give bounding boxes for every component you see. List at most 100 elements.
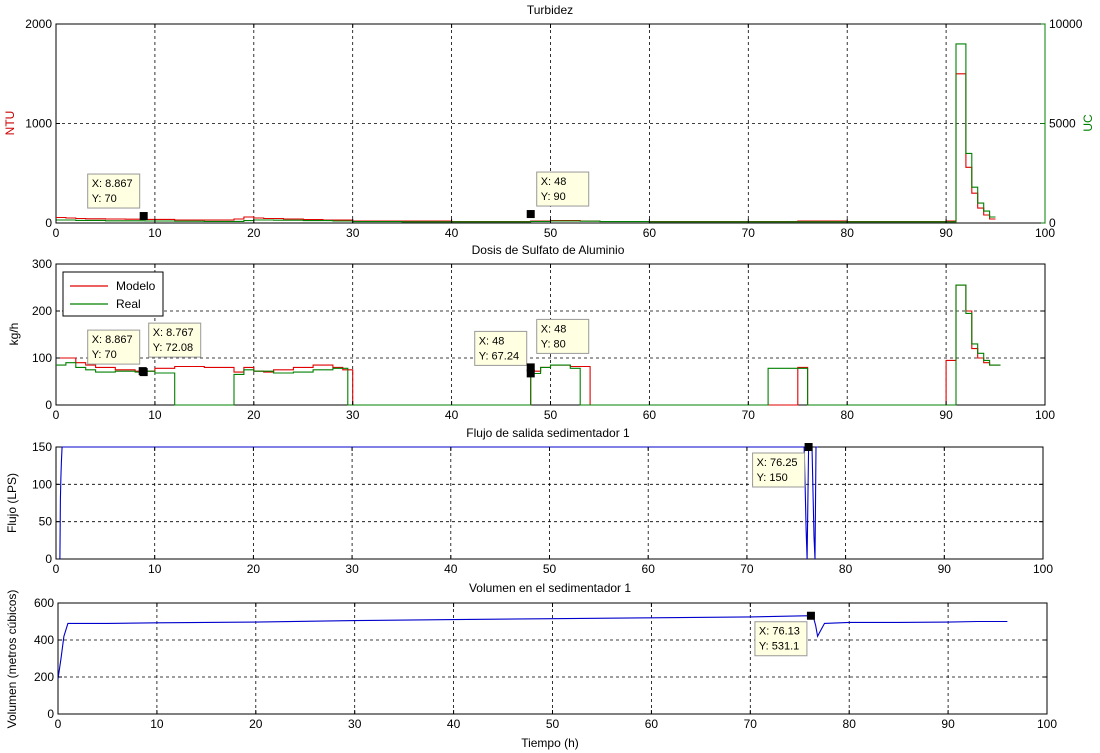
dosis-series-line-real (56, 284, 1001, 406)
x-tick-label: 40 (445, 408, 459, 422)
y-tick-label: 0 (47, 707, 54, 721)
datatip-box (87, 173, 141, 209)
x-tick-label: 30 (346, 408, 360, 422)
dosis-axes: Dosis de Sulfato de Aluminio kg/h 0 10 20 3… (7, 243, 1055, 422)
x-tick-label: 70 (742, 226, 756, 240)
x-tick-label: 50 (544, 408, 558, 422)
datatip-marker[interactable] (526, 369, 535, 378)
legend-label-real: Real (116, 297, 141, 311)
x-tick-label: 20 (247, 408, 261, 422)
datatip[interactable]: X: 76.13 Y: 531.1 (754, 611, 815, 657)
datatip-marker[interactable] (526, 210, 535, 219)
y-tick-label: 50 (39, 515, 53, 529)
datatip-x-label: X: 48 (541, 176, 567, 188)
datatip-box (752, 452, 806, 488)
y-tick-label: 200 (34, 670, 54, 684)
x-tick-label: 100 (1035, 408, 1055, 422)
flujo-title: Flujo de salida sedimentador 1 (466, 426, 630, 440)
x-tick-label: 100 (1035, 226, 1055, 240)
volumen-title: Volumen en el sedimentador 1 (469, 581, 631, 595)
datatip[interactable]: X: 48 Y: 90 (526, 171, 590, 219)
flujo-axes: Flujo de salida sedimentador 1 Flujo (LP… (5, 426, 1053, 576)
datatip[interactable]: X: 76.25 Y: 150 (752, 443, 813, 488)
flujo-grid (56, 447, 1043, 559)
x-tick-label: 30 (345, 562, 359, 576)
datatip-marker[interactable] (138, 367, 147, 376)
x-tick-label: 0 (53, 408, 60, 422)
volumen-grid (58, 603, 1047, 714)
volumen-series (57, 615, 1008, 679)
x-tick-label: 60 (643, 226, 657, 240)
datatip[interactable]: X: 8.867 Y: 70 (87, 329, 148, 377)
x-tick-label: 70 (742, 408, 756, 422)
datatip-y-label: Y: 67.24 (479, 350, 519, 362)
datatip-x-label: X: 76.13 (759, 626, 800, 638)
flujo-ylabel: Flujo (LPS) (5, 473, 19, 533)
x-tick-label: 90 (939, 226, 953, 240)
y-tick-label: 1000 (25, 117, 52, 131)
datatip-x-label: X: 8.767 (153, 327, 194, 339)
x-tick-label: 90 (939, 408, 953, 422)
turbidez-title: Turbidez (527, 3, 573, 17)
flujo-ticks: 0 10 20 30 40 50 60 70 80 90 100 0 50 100 150 (32, 440, 1053, 576)
dosis-ticks: 0 10 20 30 40 50 60 70 80 90 100 0 100 200 300 (32, 257, 1055, 422)
x-tick-label: 10 (148, 226, 162, 240)
x-tick-label: 60 (642, 562, 656, 576)
y-tick-label: 0 (45, 552, 52, 566)
legend-box (62, 271, 164, 317)
datatip-y-label: Y: 72.08 (153, 342, 193, 354)
x-tick-label: 0 (53, 226, 60, 240)
y-tick-label: 0 (45, 216, 52, 230)
datatip-box (148, 322, 202, 358)
volumen-axes: Volumen en el sedimentador 1 Volumen (me… (5, 581, 1057, 750)
turbidez-series-line-1 (56, 43, 996, 223)
volumen-xlabel: Tiempo (h) (521, 736, 579, 750)
datatip-y-label: Y: 70 (92, 193, 117, 205)
turbidez-ylabel-ntu: NTU (3, 111, 17, 136)
y-tick-label: 300 (32, 257, 52, 271)
datatip-y-label: Y: 150 (757, 472, 788, 484)
datatip[interactable]: X: 48 Y: 80 (526, 318, 590, 372)
y-tick-label: 400 (34, 633, 54, 647)
x-tick-label: 40 (447, 717, 461, 731)
datatip[interactable]: X: 48 Y: 67.24 (474, 330, 535, 378)
volumen-ticks: 0 10 20 30 40 50 60 70 80 90 100 0 200 400 600 (34, 596, 1057, 731)
y-tick-label: 100 (32, 351, 52, 365)
x-tick-label: 20 (247, 226, 261, 240)
datatip-y-label: Y: 531.1 (759, 641, 799, 653)
datatip-box (474, 330, 528, 366)
dosis-datatips: X: 8.867 Y: 70 X: 8.767 Y: 72.08 X: 48 Y: 67.… (87, 318, 590, 378)
datatip[interactable]: X: 8.867 Y: 70 (87, 173, 148, 221)
datatip-x-label: X: 76.25 (757, 457, 798, 469)
x-tick-label: 10 (150, 717, 164, 731)
turbidez-ylabel-uc: UC (1081, 114, 1095, 132)
x-tick-label: 50 (543, 562, 557, 576)
x-tick-label: 90 (938, 562, 952, 576)
y-right-tick-label: 0 (1049, 216, 1056, 230)
x-tick-label: 40 (444, 562, 458, 576)
turbidez-datatips: X: 8.867 Y: 70 X: 48 Y: 90 (87, 171, 590, 221)
datatip[interactable]: X: 8.767 Y: 72.08 (138, 322, 202, 376)
datatip-marker[interactable] (139, 212, 148, 221)
x-tick-label: 40 (445, 226, 459, 240)
x-tick-label: 80 (841, 408, 855, 422)
flujo-datatips: X: 76.25 Y: 150 (752, 443, 813, 488)
datatip-x-label: X: 48 (541, 323, 567, 335)
y-tick-label: 200 (32, 304, 52, 318)
datatip-marker[interactable] (804, 443, 813, 451)
flujo-series-line-0 (56, 446, 818, 560)
datatip-x-label: X: 48 (479, 335, 505, 347)
datatip-y-label: Y: 80 (541, 338, 566, 350)
dosis-series (56, 284, 1001, 406)
x-tick-label: 10 (148, 408, 162, 422)
datatip-box (87, 329, 141, 365)
x-tick-label: 80 (843, 717, 857, 731)
datatip-box (536, 171, 590, 207)
datatip-marker[interactable] (526, 363, 535, 372)
dosis-ylabel: kg/h (7, 323, 21, 346)
turbidez-ticks: 0 10 20 30 40 50 60 70 80 90 100010002000050001000… (25, 17, 1082, 240)
datatip-box (536, 318, 590, 354)
datatip-x-label: X: 8.867 (92, 178, 133, 190)
datatip-marker[interactable] (806, 611, 815, 620)
dosis-legend[interactable]: Modelo Real (62, 271, 164, 317)
